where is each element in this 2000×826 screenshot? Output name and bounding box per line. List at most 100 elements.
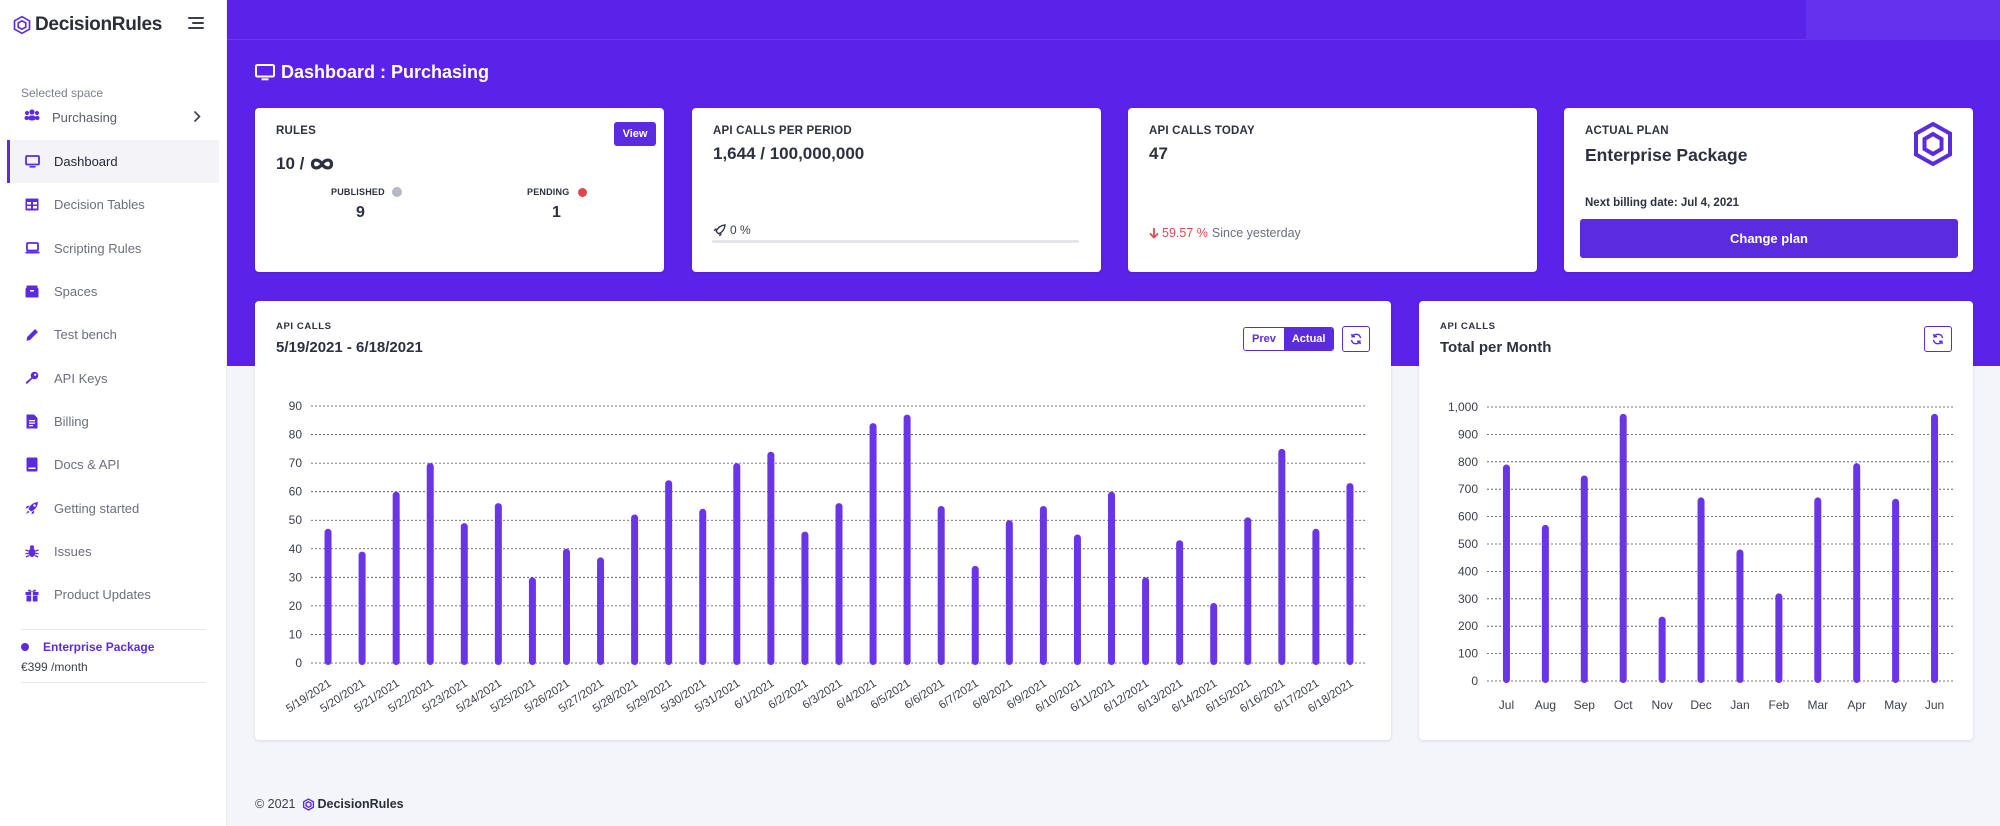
x-tick-label: 6/3/2021 [801, 677, 845, 711]
top-navbar-user-area[interactable] [1806, 0, 2000, 40]
sidebar-item-docs-api[interactable]: Docs & API [0, 443, 227, 486]
chart-bar[interactable] [426, 463, 434, 665]
chart-bar[interactable] [937, 505, 945, 665]
chart-bar[interactable] [1892, 498, 1900, 683]
actual-button[interactable]: Actual [1283, 328, 1334, 350]
menu-toggle-icon[interactable] [188, 17, 206, 31]
y-tick-label: 90 [289, 399, 303, 413]
chart-bar[interactable] [1541, 524, 1549, 683]
sidebar-item-billing[interactable]: Billing [0, 400, 227, 443]
chart-bar[interactable] [358, 551, 366, 665]
sidebar-item-scripting-rules[interactable]: Scripting Rules [0, 227, 227, 270]
pending-status-dot [578, 188, 587, 197]
bug-icon [24, 543, 40, 559]
period-toggle: Prev Actual [1243, 327, 1335, 351]
chart-bar[interactable] [1658, 616, 1666, 683]
chart-bar[interactable] [903, 414, 911, 665]
app-logo[interactable]: DecisionRules [12, 14, 162, 36]
chart-bar[interactable] [801, 531, 809, 665]
chart-bar[interactable] [1775, 593, 1783, 683]
sidebar-item-label: Spaces [54, 284, 98, 300]
chart-bar[interactable] [1931, 413, 1939, 683]
x-tick-label: 6/2/2021 [766, 677, 810, 711]
y-tick-label: 0 [295, 656, 302, 670]
chart-bar[interactable] [494, 503, 502, 665]
sidebar-item-getting-started[interactable]: Getting started [0, 486, 227, 529]
chart-bar[interactable] [665, 480, 673, 665]
api-calls-today-label: API CALLS TODAY [1149, 125, 1255, 137]
chart-bar[interactable] [1346, 483, 1354, 665]
sidebar-item-spaces[interactable]: Spaces [0, 270, 227, 313]
view-rules-button[interactable]: View [614, 122, 656, 146]
chart-bar[interactable] [1697, 497, 1705, 683]
chart-bar[interactable] [1039, 505, 1047, 665]
chart-bar[interactable] [1142, 577, 1150, 665]
chart-bar[interactable] [869, 423, 877, 665]
sidebar-item-api-keys[interactable]: API Keys [0, 356, 227, 399]
book-icon [24, 457, 40, 473]
y-tick-label: 0 [1471, 674, 1478, 688]
chart-bar[interactable] [1278, 448, 1286, 665]
y-tick-label: 10 [289, 627, 303, 641]
footer-brand[interactable]: DecisionRules [302, 797, 404, 811]
sidebar-item-label: Dashboard [54, 154, 118, 170]
x-tick-label: Nov [1651, 698, 1672, 712]
chart-bar[interactable] [1619, 413, 1627, 683]
chart-bar[interactable] [1244, 517, 1252, 665]
chart-bar[interactable] [835, 503, 843, 665]
chart-bar[interactable] [1736, 549, 1744, 683]
chart-bar[interactable] [1580, 475, 1588, 684]
sidebar-item-decision-tables[interactable]: Decision Tables [0, 183, 227, 226]
chart-bar[interactable] [1108, 491, 1116, 665]
chart-bar[interactable] [767, 451, 775, 665]
chart-bar[interactable] [733, 463, 741, 665]
daily-chart-title: 5/19/2021 - 6/18/2021 [276, 339, 423, 356]
app-name: DecisionRules [35, 14, 163, 35]
next-billing-date: Next billing date: Jul 4, 2021 [1585, 197, 1740, 209]
chart-bar[interactable] [1502, 464, 1510, 683]
daily-refresh-button[interactable] [1342, 326, 1370, 352]
api-calls-period-value: 1,644 / 100,000,000 [713, 144, 865, 163]
chart-bar[interactable] [1005, 520, 1013, 665]
sidebar-item-issues[interactable]: Issues [0, 530, 227, 573]
x-tick-label: 6/18/2021 [1306, 677, 1355, 715]
chart-bar[interactable] [1312, 528, 1320, 665]
x-tick-label: 6/12/2021 [1102, 677, 1151, 715]
since-yesterday-text: Since yesterday [1211, 226, 1301, 240]
chart-bar[interactable] [1853, 463, 1861, 683]
chart-bar[interactable] [562, 548, 570, 665]
monthly-api-calls-card: API CALLS Total per Month 0 100 200 300 400 5… [1419, 301, 1973, 740]
sidebar-item-test-bench[interactable]: Test bench [0, 313, 227, 356]
chart-bar[interactable] [971, 565, 979, 665]
sidebar-item-product-updates[interactable]: Product Updates [0, 573, 227, 616]
y-tick-label: 700 [1458, 482, 1478, 496]
daily-api-calls-chart: 01020304050607080905/19/20215/20/20215/2… [284, 399, 1367, 715]
chart-bar[interactable] [528, 577, 536, 665]
chart-bar[interactable] [631, 514, 639, 665]
prev-button[interactable]: Prev [1244, 328, 1284, 350]
chart-bar[interactable] [699, 508, 707, 665]
change-plan-button[interactable]: Change plan [1580, 219, 1958, 258]
chart-bar[interactable] [1073, 534, 1081, 666]
chart-bar[interactable] [392, 491, 400, 665]
change-value: 59.57 % [1149, 226, 1208, 240]
chart-bar[interactable] [597, 557, 605, 665]
monthly-refresh-button[interactable] [1924, 326, 1952, 352]
chart-bar[interactable] [324, 528, 332, 665]
y-tick-label: 50 [289, 513, 303, 527]
pending-label: PENDING [527, 187, 570, 197]
chart-bar[interactable] [1814, 497, 1822, 683]
space-selector[interactable]: Purchasing [7, 105, 207, 129]
daily-api-calls-card: API CALLS 5/19/2021 - 6/18/2021 Prev Act… [255, 301, 1391, 740]
y-tick-label: 60 [289, 485, 303, 499]
sidebar-item-dashboard[interactable]: Dashboard [7, 140, 219, 184]
chart-bar[interactable] [1176, 540, 1184, 665]
chart-bar[interactable] [1210, 603, 1218, 665]
space-name: Purchasing [52, 109, 118, 125]
x-tick-label: 6/7/2021 [937, 677, 981, 711]
footer: © 2021 DecisionRules [255, 797, 404, 811]
x-tick-label: Feb [1769, 698, 1790, 712]
chart-bar[interactable] [460, 523, 468, 665]
x-tick-label: 5/20/2021 [318, 677, 367, 715]
hexagon-logo-icon [1914, 122, 1952, 166]
